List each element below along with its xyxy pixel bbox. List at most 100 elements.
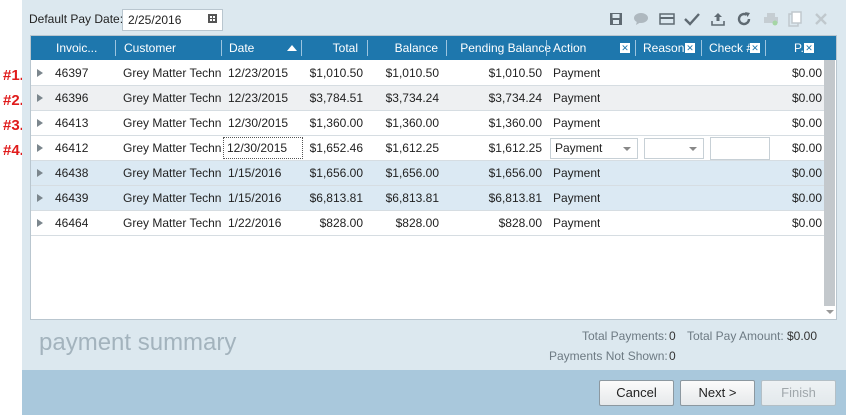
column-check[interactable]: Check # (709, 41, 754, 55)
reason-select[interactable] (644, 138, 704, 159)
table-row[interactable]: 46397 Grey Matter Techn... 12/23/2015 $1… (31, 61, 836, 86)
chevron-down-icon[interactable] (689, 147, 697, 151)
cancel-button[interactable]: Cancel (599, 380, 674, 406)
column-action-remove-icon[interactable]: ✕ (620, 43, 630, 53)
cell-total: $6,813.81 (309, 191, 363, 205)
cell-p: $0.00 (791, 191, 822, 205)
pay-date-label: Default Pay Date: (29, 12, 124, 26)
expand-row-icon[interactable] (37, 169, 43, 177)
card-icon[interactable] (658, 10, 676, 28)
chevron-down-icon[interactable] (623, 147, 631, 151)
main-area: Default Pay Date: 2/25/2016 (22, 0, 846, 370)
column-customer[interactable]: Customer (124, 41, 177, 55)
action-select[interactable]: Payment (550, 138, 638, 159)
cell-balance: $828.00 (395, 216, 439, 230)
cell-invoice: 46412 (55, 141, 89, 155)
check-number-input[interactable] (710, 137, 770, 160)
column-p-remove-icon[interactable]: ✕ (804, 43, 814, 53)
cell-p: $0.00 (791, 91, 822, 105)
cell-customer: Grey Matter Techn... (123, 141, 221, 155)
column-divider[interactable] (446, 40, 447, 56)
save-icon[interactable] (607, 10, 625, 28)
total-pay-amount-label: Total Pay Amount: (687, 329, 784, 343)
column-pending-balance[interactable]: Pending Balance (460, 41, 551, 55)
cell-action[interactable]: Payment (553, 166, 601, 180)
finish-button[interactable]: Finish (761, 380, 836, 406)
cell-p: $0.00 (791, 141, 822, 155)
cell-action[interactable]: Payment (553, 66, 601, 80)
pay-date-input[interactable]: 2/25/2016 (122, 9, 223, 31)
next-button[interactable]: Next > (680, 380, 755, 406)
cell-pending-balance: $3,734.24 (488, 91, 542, 105)
close-icon[interactable] (812, 10, 830, 28)
column-invoice[interactable]: Invoic... (56, 41, 98, 55)
expand-row-icon[interactable] (37, 119, 43, 127)
table-row[interactable]: 46396 Grey Matter Techn... 12/23/2015 $3… (31, 86, 836, 111)
cell-action[interactable]: Payment (553, 91, 601, 105)
print-icon[interactable] (762, 10, 780, 28)
total-pay-amount-value: $0.00 (787, 329, 818, 343)
expand-row-icon[interactable] (37, 219, 43, 227)
cell-total: $828.00 (319, 216, 363, 230)
expand-row-icon[interactable] (37, 94, 43, 102)
sort-ascending-icon[interactable] (287, 45, 297, 51)
table-row[interactable]: 46438 Grey Matter Techn... 1/15/2016 $1,… (31, 161, 836, 186)
expand-row-icon[interactable] (37, 69, 43, 77)
cell-pending-balance: $1,612.25 (488, 141, 542, 155)
column-divider[interactable] (546, 40, 547, 56)
cell-date: 1/15/2016 (228, 166, 282, 180)
cell-balance: $1,656.00 (385, 166, 439, 180)
cell-pending-balance: $6,813.81 (488, 191, 542, 205)
cell-pending-balance: $828.00 (498, 216, 542, 230)
column-divider[interactable] (701, 40, 702, 56)
column-action[interactable]: Action (553, 41, 587, 55)
column-check-remove-icon[interactable]: ✕ (750, 43, 760, 53)
cell-date-focused[interactable]: 12/30/2015 (223, 137, 303, 159)
column-divider[interactable] (115, 40, 116, 56)
comment-icon[interactable] (632, 10, 650, 28)
column-reason-remove-icon[interactable]: ✕ (685, 43, 695, 53)
pay-date-value: 2/25/2016 (128, 13, 182, 27)
cell-date: 1/22/2016 (228, 216, 282, 230)
column-divider[interactable] (367, 40, 368, 56)
table-row[interactable]: 46413 Grey Matter Techn... 12/30/2015 $1… (31, 111, 836, 136)
cell-date: 12/30/2015 (228, 116, 289, 130)
column-divider[interactable] (301, 40, 302, 56)
scrollbar-thumb[interactable] (824, 60, 835, 306)
column-date[interactable]: Date (229, 41, 255, 55)
cell-date: 1/15/2016 (228, 191, 282, 205)
calendar-icon[interactable] (208, 14, 217, 23)
upload-icon[interactable] (709, 10, 727, 28)
cell-total: $3,784.51 (309, 91, 363, 105)
cell-total: $1,010.50 (309, 66, 363, 80)
cell-date: 12/23/2015 (228, 66, 289, 80)
cell-action[interactable]: Payment (553, 116, 601, 130)
column-balance[interactable]: Balance (394, 41, 438, 55)
cell-invoice: 46439 (55, 191, 89, 205)
column-divider[interactable] (221, 40, 222, 56)
cell-action[interactable]: Payment (553, 216, 601, 230)
copy-icon[interactable] (786, 10, 804, 28)
checkmark-icon[interactable] (683, 10, 701, 28)
cell-action[interactable]: Payment (553, 191, 601, 205)
payments-not-shown-value: 0 (669, 349, 676, 363)
cell-invoice: 46397 (55, 66, 89, 80)
scroll-down-arrow-icon[interactable] (826, 310, 834, 314)
column-total[interactable]: Total (332, 41, 358, 55)
expand-row-icon[interactable] (37, 144, 43, 152)
refresh-icon[interactable] (735, 10, 753, 28)
cell-invoice: 46464 (55, 216, 89, 230)
payment-panel: Default Pay Date: 2/25/2016 (22, 0, 846, 415)
expand-row-icon[interactable] (37, 194, 43, 202)
cell-customer: Grey Matter Techn... (123, 91, 221, 105)
table-row[interactable]: 46464 Grey Matter Techn... 1/22/2016 $82… (31, 211, 836, 236)
table-row-editing[interactable]: 46412 Grey Matter Techn... 12/30/2015 $1… (31, 136, 836, 161)
column-divider[interactable] (765, 40, 766, 56)
cell-balance: $1,360.00 (385, 116, 439, 130)
cell-date: 12/23/2015 (228, 91, 289, 105)
row-marker-2: #2. (3, 92, 24, 109)
column-divider[interactable] (635, 40, 636, 56)
column-reason[interactable]: Reason (643, 41, 685, 55)
cell-p: $0.00 (791, 116, 822, 130)
table-row[interactable]: 46439 Grey Matter Techn... 1/15/2016 $6,… (31, 186, 836, 211)
